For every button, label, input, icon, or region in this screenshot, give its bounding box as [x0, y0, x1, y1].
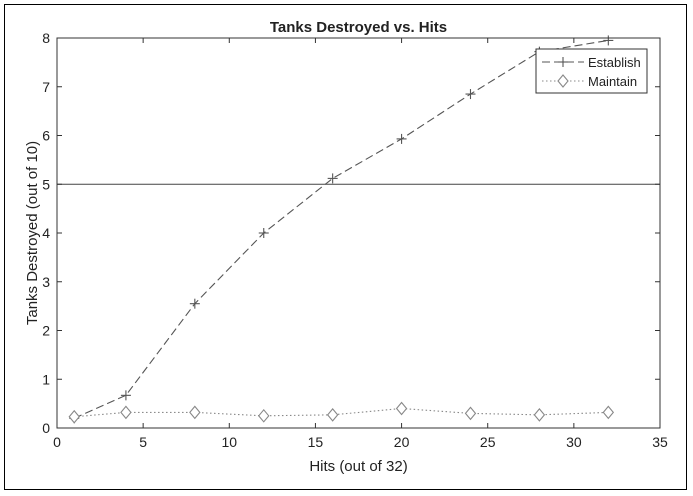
diamond-marker: [464, 406, 477, 421]
y-axis-label: Tanks Destroyed (out of 10): [24, 141, 41, 325]
chart-title: Tanks Destroyed vs. Hits: [270, 19, 447, 36]
x-tick-label: 15: [308, 434, 324, 450]
y-tick-label: 2: [42, 323, 50, 339]
x-tick-label: 5: [139, 434, 147, 450]
y-tick-label: 6: [42, 128, 50, 144]
y-tick-label: 8: [42, 30, 50, 46]
diamond-marker: [395, 401, 408, 416]
y-tick-label: 0: [42, 420, 50, 436]
series-establish: [69, 35, 614, 424]
x-tick-label: 0: [53, 434, 61, 450]
series-line: [74, 407, 609, 418]
diamond-marker: [602, 405, 615, 420]
diamond-marker: [120, 405, 132, 420]
diamond-marker: [258, 408, 270, 423]
legend-box: [535, 48, 648, 94]
diamond-marker: [68, 409, 80, 424]
y-tick-label: 7: [42, 79, 50, 95]
diamond-marker: [533, 407, 546, 422]
plot-area: [56, 37, 661, 429]
y-tick-label: 4: [42, 225, 50, 241]
y-tick-label: 5: [42, 176, 50, 192]
y-tick-label: 1: [42, 371, 50, 387]
legend-label: Establish: [588, 55, 641, 70]
series-maintain: [68, 401, 615, 424]
series-layer: [68, 35, 615, 424]
diamond-marker: [326, 407, 339, 422]
x-tick-label: 25: [480, 434, 496, 450]
x-tick-label: 35: [652, 434, 668, 450]
x-tick-label: 10: [221, 434, 237, 450]
legend: Establish Maintain: [535, 48, 648, 94]
series-line: [74, 39, 609, 419]
x-tick-label: 30: [566, 434, 582, 450]
x-axis-label: Hits (out of 32): [309, 458, 407, 475]
diamond-marker: [189, 405, 201, 420]
x-tick-label: 20: [394, 434, 410, 450]
legend-label: Maintain: [588, 74, 637, 89]
y-tick-label: 3: [42, 274, 50, 290]
ticks-layer: 0 5 10 15 20 25 30 35 0 1 2 3 4 5 6 7 8: [42, 30, 668, 450]
diamond-marker: [557, 74, 569, 88]
